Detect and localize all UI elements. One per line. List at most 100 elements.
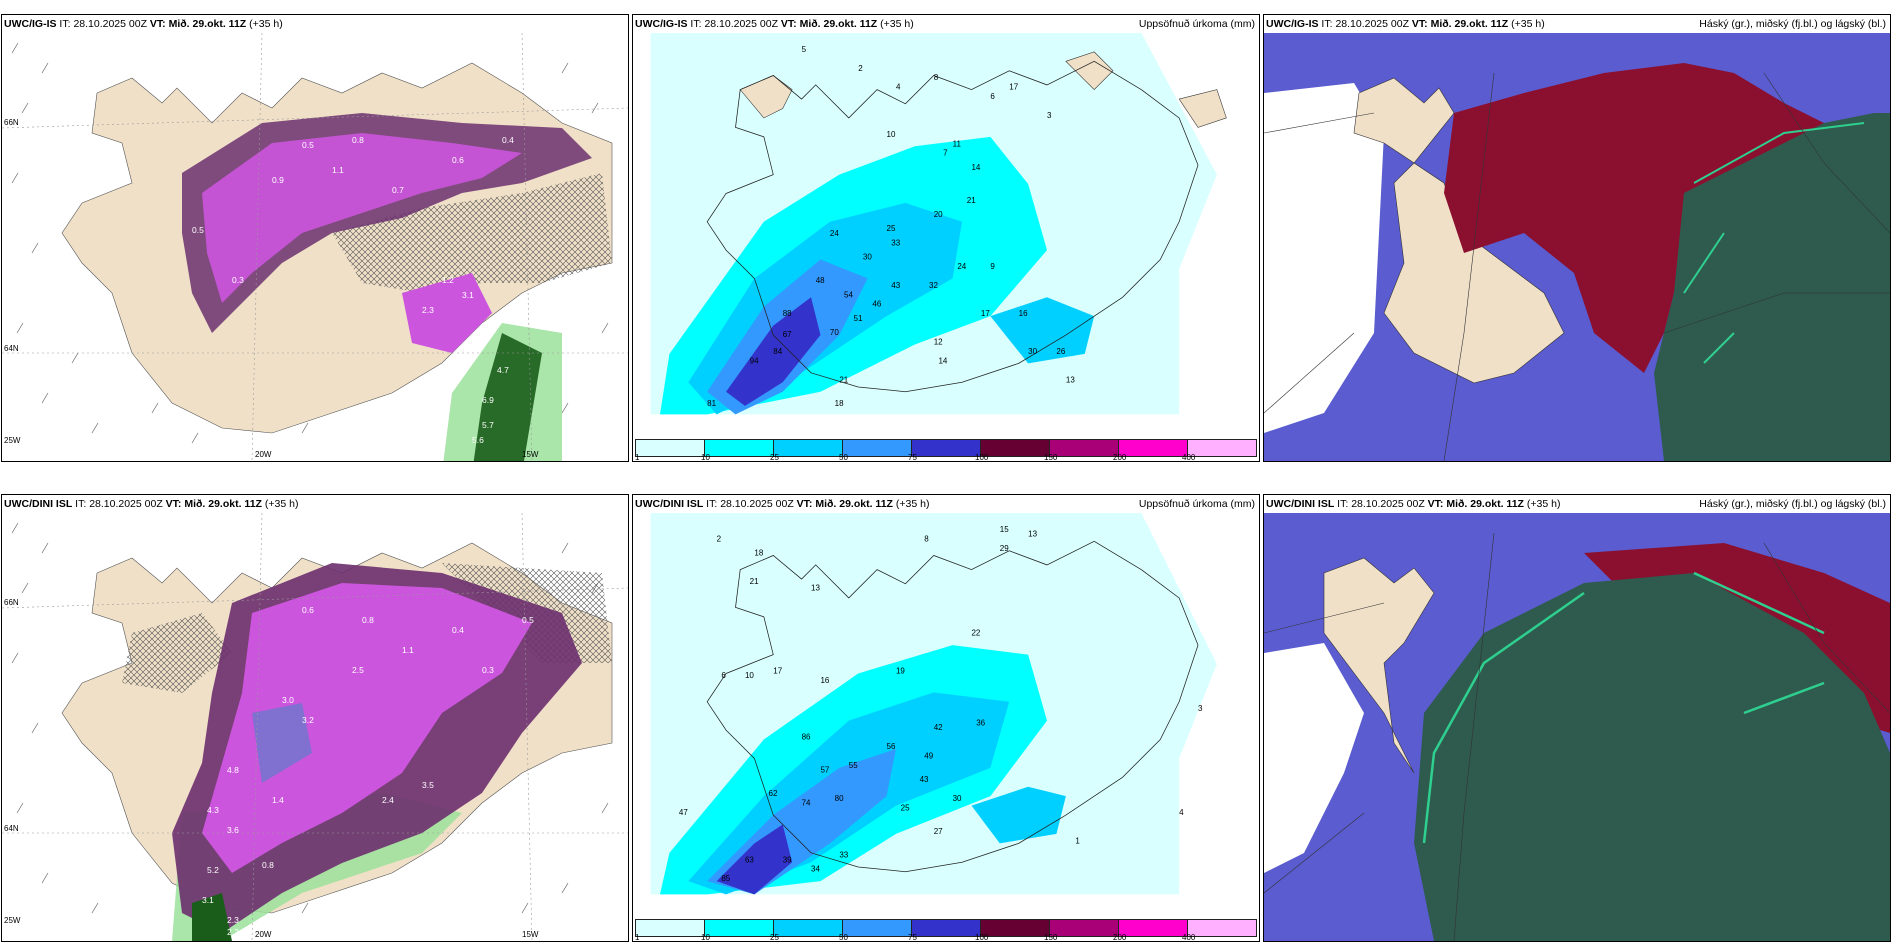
- value-label: 3.2: [302, 715, 314, 725]
- wind-core: [252, 703, 312, 783]
- panel-title: Uppsöfnuð úrkoma (mm): [1138, 498, 1255, 510]
- lat-label: 64N: [4, 824, 19, 833]
- value-label: 19: [896, 666, 905, 675]
- value-label: 0.6: [452, 155, 464, 165]
- legend-tick: 10: [701, 453, 710, 462]
- legend-tick: 75: [908, 933, 917, 942]
- value-label: 0.3: [482, 665, 494, 675]
- panel-header: UWC/DINI ISL IT: 28.10.2025 00Z VT: Mið.…: [635, 498, 930, 510]
- wind-map: 0.5 0.8 0.9 1.1 0.7 0.6 0.4 0.3 2.3 3.1 …: [2, 33, 628, 461]
- legend-tick: 150: [1044, 453, 1058, 462]
- value-label: 5.6: [472, 435, 484, 445]
- value-label: 0.5: [522, 615, 534, 625]
- legend-swatch: [1187, 439, 1257, 457]
- value-label: 17: [1009, 83, 1018, 92]
- value-label: 0.8: [262, 860, 274, 870]
- value-label: 39: [783, 855, 792, 864]
- cloud-map: [1264, 33, 1890, 461]
- value-label: 10: [887, 130, 896, 139]
- value-label: 47: [679, 808, 688, 817]
- value-label: 3.1: [462, 290, 474, 300]
- value-label: 13: [811, 583, 820, 592]
- value-label: 54: [844, 290, 853, 299]
- precip-25-east: [990, 297, 1095, 364]
- value-label: 2.2: [227, 927, 239, 937]
- value-label: 0.4: [452, 625, 464, 635]
- value-label: 1.1: [332, 165, 344, 175]
- value-label: 16: [1019, 309, 1028, 318]
- value-label: 3.1: [202, 895, 214, 905]
- value-label: 7: [943, 149, 948, 158]
- panel-title: Uppsöfnuð úrkoma (mm): [1138, 18, 1255, 30]
- hatch-region: [332, 173, 612, 293]
- value-label: 8: [934, 73, 939, 82]
- value-label: 8: [924, 534, 929, 543]
- value-label: 86: [802, 733, 811, 742]
- value-label: 3.0: [282, 695, 294, 705]
- value-label: 94: [750, 356, 759, 365]
- precip-legend: [635, 439, 1257, 459]
- value-label: 84: [773, 347, 782, 356]
- panel-igis-wind: UWC/IG-IS IT: 28.10.2025 00Z VT: Mið. 29…: [1, 14, 629, 462]
- legend-tick: 400: [1182, 453, 1196, 462]
- precip-values: 5 2 4 8 6 17 3 10 7 11 14 21 20 25 24 33…: [707, 45, 1075, 408]
- value-label: 43: [920, 775, 929, 784]
- wind-band-violet: [202, 133, 522, 303]
- lat-label: 25W: [4, 436, 21, 445]
- value-label: 13: [1028, 530, 1037, 539]
- precip-legend: [635, 919, 1257, 939]
- value-label: 25: [901, 803, 910, 812]
- legend-tick: 150: [1044, 933, 1058, 942]
- value-label: 74: [802, 799, 811, 808]
- value-label: 21: [839, 375, 848, 384]
- value-label: 24: [957, 262, 966, 271]
- wind-band-violet: [202, 583, 532, 873]
- value-label: 13: [1066, 375, 1075, 384]
- value-label: 56: [887, 742, 896, 751]
- value-label: 17: [981, 309, 990, 318]
- legend-tick: 50: [839, 933, 848, 942]
- value-label: 0.5: [302, 140, 314, 150]
- value-label: 2.5: [352, 665, 364, 675]
- value-label: 4.8: [227, 765, 239, 775]
- wind-map: 0.6 0.8 1.1 0.4 0.3 0.5 2.5 3.0 3.2 4.8 …: [2, 513, 628, 941]
- lon-label: 20W: [255, 930, 272, 939]
- value-label: 24: [830, 229, 839, 238]
- value-label: 80: [835, 794, 844, 803]
- value-label: 2.3: [422, 305, 434, 315]
- value-label: 0.8: [352, 135, 364, 145]
- value-label: 5.7: [482, 420, 494, 430]
- precip-75: [726, 297, 821, 406]
- wind-core-violet: [402, 273, 492, 353]
- lon-label: 20W: [255, 450, 272, 459]
- value-label: 51: [853, 314, 862, 323]
- lat-label: 66N: [4, 598, 19, 607]
- wind-barbs: [11, 42, 609, 444]
- value-label: 1: [1075, 836, 1080, 845]
- panel-header: UWC/IG-IS IT: 28.10.2025 00Z VT: Mið. 29…: [1266, 18, 1545, 30]
- value-label: 2.4: [382, 795, 394, 805]
- lon-label: 15W: [522, 450, 539, 459]
- value-label: 34: [811, 865, 820, 874]
- value-label: 43: [891, 281, 900, 290]
- wind-band-darkgreen: [473, 333, 542, 461]
- value-label: 2: [858, 64, 863, 73]
- panel-title: Háský (gr.), miðský (fj.bl.) og lágský (…: [1699, 18, 1886, 30]
- value-label: 57: [820, 766, 829, 775]
- legend-ticks: 1 10 25 50 75 100 150 200 400: [635, 933, 1257, 942]
- value-label: 27: [934, 827, 943, 836]
- lat-label: 66N: [4, 118, 19, 127]
- panel-dini-cloud: UWC/DINI ISL IT: 28.10.2025 00Z VT: Mið.…: [1263, 494, 1891, 942]
- value-label: 2: [717, 534, 722, 543]
- value-label: 36: [976, 718, 985, 727]
- legend-tick: 200: [1113, 453, 1127, 462]
- panel-header: UWC/IG-IS IT: 28.10.2025 00Z VT: Mið. 29…: [4, 18, 283, 30]
- value-label: 49: [924, 751, 933, 760]
- lon-label: 15W: [522, 930, 539, 939]
- value-label: 70: [830, 328, 839, 337]
- panel-header: UWC/DINI ISL IT: 28.10.2025 00Z VT: Mið.…: [1266, 498, 1561, 510]
- value-label: 16: [820, 676, 829, 685]
- wind-values: 0.5 0.8 0.9 1.1 0.7 0.6 0.4 0.3 2.3 3.1 …: [192, 135, 514, 445]
- value-label: 81: [707, 399, 716, 408]
- legend-tick: 1: [635, 933, 640, 942]
